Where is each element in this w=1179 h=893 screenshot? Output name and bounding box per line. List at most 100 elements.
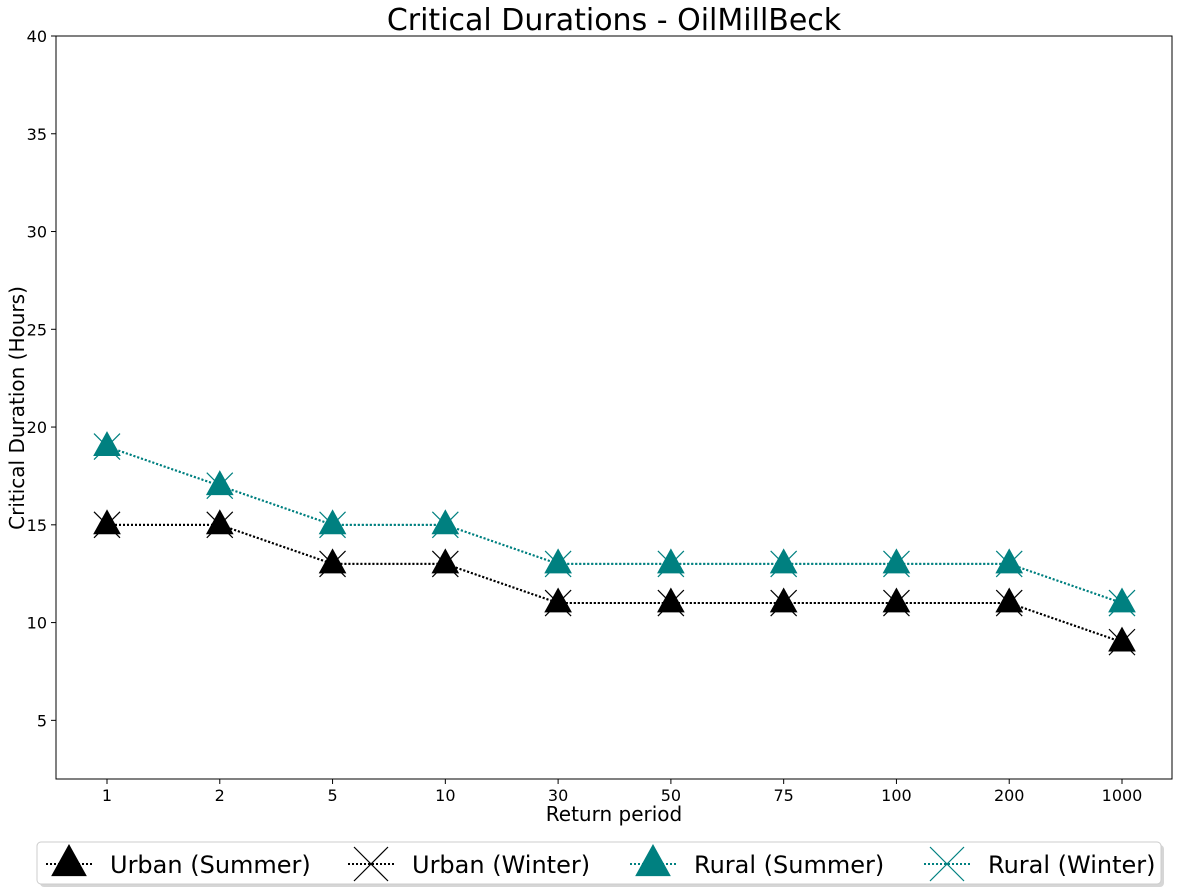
data-point-x <box>657 589 685 617</box>
data-point-triangle <box>657 548 685 574</box>
data-point-triangle <box>769 587 798 613</box>
x-marker-stroke <box>206 472 234 500</box>
y-axis-label: Critical Duration (Hours) <box>5 286 29 530</box>
x-marker-stroke <box>883 589 910 617</box>
data-point-triangle <box>544 587 572 613</box>
data-point-triangle <box>882 548 911 574</box>
y-tick-label: 20 <box>27 418 47 437</box>
data-point-x <box>995 550 1023 578</box>
plot-area-frame <box>55 35 1173 780</box>
series-urban-winter <box>93 511 1136 656</box>
data-point-x <box>995 589 1023 617</box>
legend-x-icon <box>353 846 389 882</box>
data-point-triangle <box>1108 587 1136 613</box>
x-marker-stroke <box>1108 589 1136 617</box>
data-point-x <box>770 589 798 617</box>
y-axis: 5 10 15 20 25 30 35 40 <box>27 27 56 730</box>
x-marker-stroke <box>883 550 910 578</box>
x-axis: 1 2 5 10 30 50 75 100 200 1000 <box>102 779 1142 805</box>
data-point-triangle <box>995 548 1024 574</box>
data-point-triangle <box>205 509 234 535</box>
x-marker-stroke <box>657 589 685 617</box>
y-tick-label: 15 <box>27 516 47 535</box>
data-point-x <box>1108 589 1136 617</box>
data-point-x <box>544 550 572 578</box>
y-tick-label: 40 <box>27 27 47 46</box>
legend-label: Urban (Summer) <box>110 851 311 879</box>
data-point-x <box>770 550 798 578</box>
legend-item: Urban (Summer) <box>46 843 311 879</box>
legend-item: Rural (Summer) <box>630 843 884 879</box>
x-marker-stroke <box>1108 628 1136 656</box>
x-tick-label: 1000 <box>1102 786 1143 805</box>
data-point-triangle <box>318 509 347 535</box>
legend-label: Rural (Summer) <box>694 851 884 879</box>
x-marker-stroke <box>319 511 346 539</box>
data-point-x <box>544 589 572 617</box>
data-point-x <box>319 550 346 578</box>
x-tick-label: 10 <box>435 786 455 805</box>
y-tick-label: 30 <box>27 223 47 242</box>
data-point-x <box>657 550 685 578</box>
x-marker-stroke <box>319 550 346 578</box>
data-point-x <box>93 433 121 461</box>
series-line <box>106 445 1123 604</box>
x-axis-label: Return period <box>546 802 682 826</box>
series-layer <box>93 431 1136 656</box>
x-marker-stroke <box>206 511 234 539</box>
x-marker-stroke <box>657 550 685 578</box>
data-point-triangle <box>995 587 1024 613</box>
data-point-x <box>93 511 121 539</box>
x-tick-label: 1 <box>102 786 112 805</box>
x-marker-stroke <box>93 433 121 461</box>
series-urban-summer <box>93 509 1136 652</box>
x-marker-stroke <box>431 511 459 539</box>
x-tick-label: 200 <box>994 786 1025 805</box>
legend-box <box>36 841 1162 885</box>
series-line <box>106 445 1123 604</box>
data-point-triangle <box>318 548 347 574</box>
legend-item: Rural (Winter) <box>924 846 1156 882</box>
data-point-triangle <box>93 509 121 535</box>
legend-triangle-icon <box>51 843 87 877</box>
data-point-x <box>883 589 910 617</box>
series-rural-winter <box>93 433 1136 617</box>
legend-label: Urban (Winter) <box>412 851 590 879</box>
series-line <box>107 523 1123 644</box>
x-marker-stroke <box>544 550 572 578</box>
series-line <box>107 523 1123 644</box>
legend-item: Urban (Winter) <box>348 846 590 882</box>
x-marker-stroke <box>995 589 1023 617</box>
data-point-x <box>431 550 459 578</box>
y-tick-label: 10 <box>27 614 47 633</box>
y-tick-label: 5 <box>37 711 47 730</box>
x-tick-label: 30 <box>548 786 568 805</box>
data-point-x <box>883 550 910 578</box>
x-tick-label: 75 <box>773 786 793 805</box>
x-marker-stroke <box>353 846 389 882</box>
data-point-triangle <box>882 587 911 613</box>
data-point-triangle <box>431 548 460 574</box>
data-point-triangle <box>1108 626 1136 652</box>
data-point-triangle <box>93 431 121 456</box>
y-tick-label: 35 <box>27 125 47 144</box>
x-marker-stroke <box>93 511 121 539</box>
data-point-triangle <box>544 548 572 574</box>
legend: Urban (Summer) Urban (Winter) Rural (Summe… <box>36 841 1164 887</box>
data-point-triangle <box>431 509 460 535</box>
legend-triangle-icon <box>635 843 671 877</box>
x-marker-stroke <box>929 846 965 882</box>
data-point-x <box>206 472 234 500</box>
y-tick-label: 25 <box>27 320 47 339</box>
data-point-x <box>206 511 234 539</box>
data-point-x <box>319 511 346 539</box>
x-tick-label: 50 <box>661 786 681 805</box>
x-marker-stroke <box>770 550 798 578</box>
x-tick-label: 5 <box>327 786 337 805</box>
x-tick-label: 100 <box>881 786 912 805</box>
x-marker-stroke <box>770 589 798 617</box>
legend-x-icon <box>929 846 965 882</box>
legend-label: Rural (Winter) <box>988 851 1156 879</box>
